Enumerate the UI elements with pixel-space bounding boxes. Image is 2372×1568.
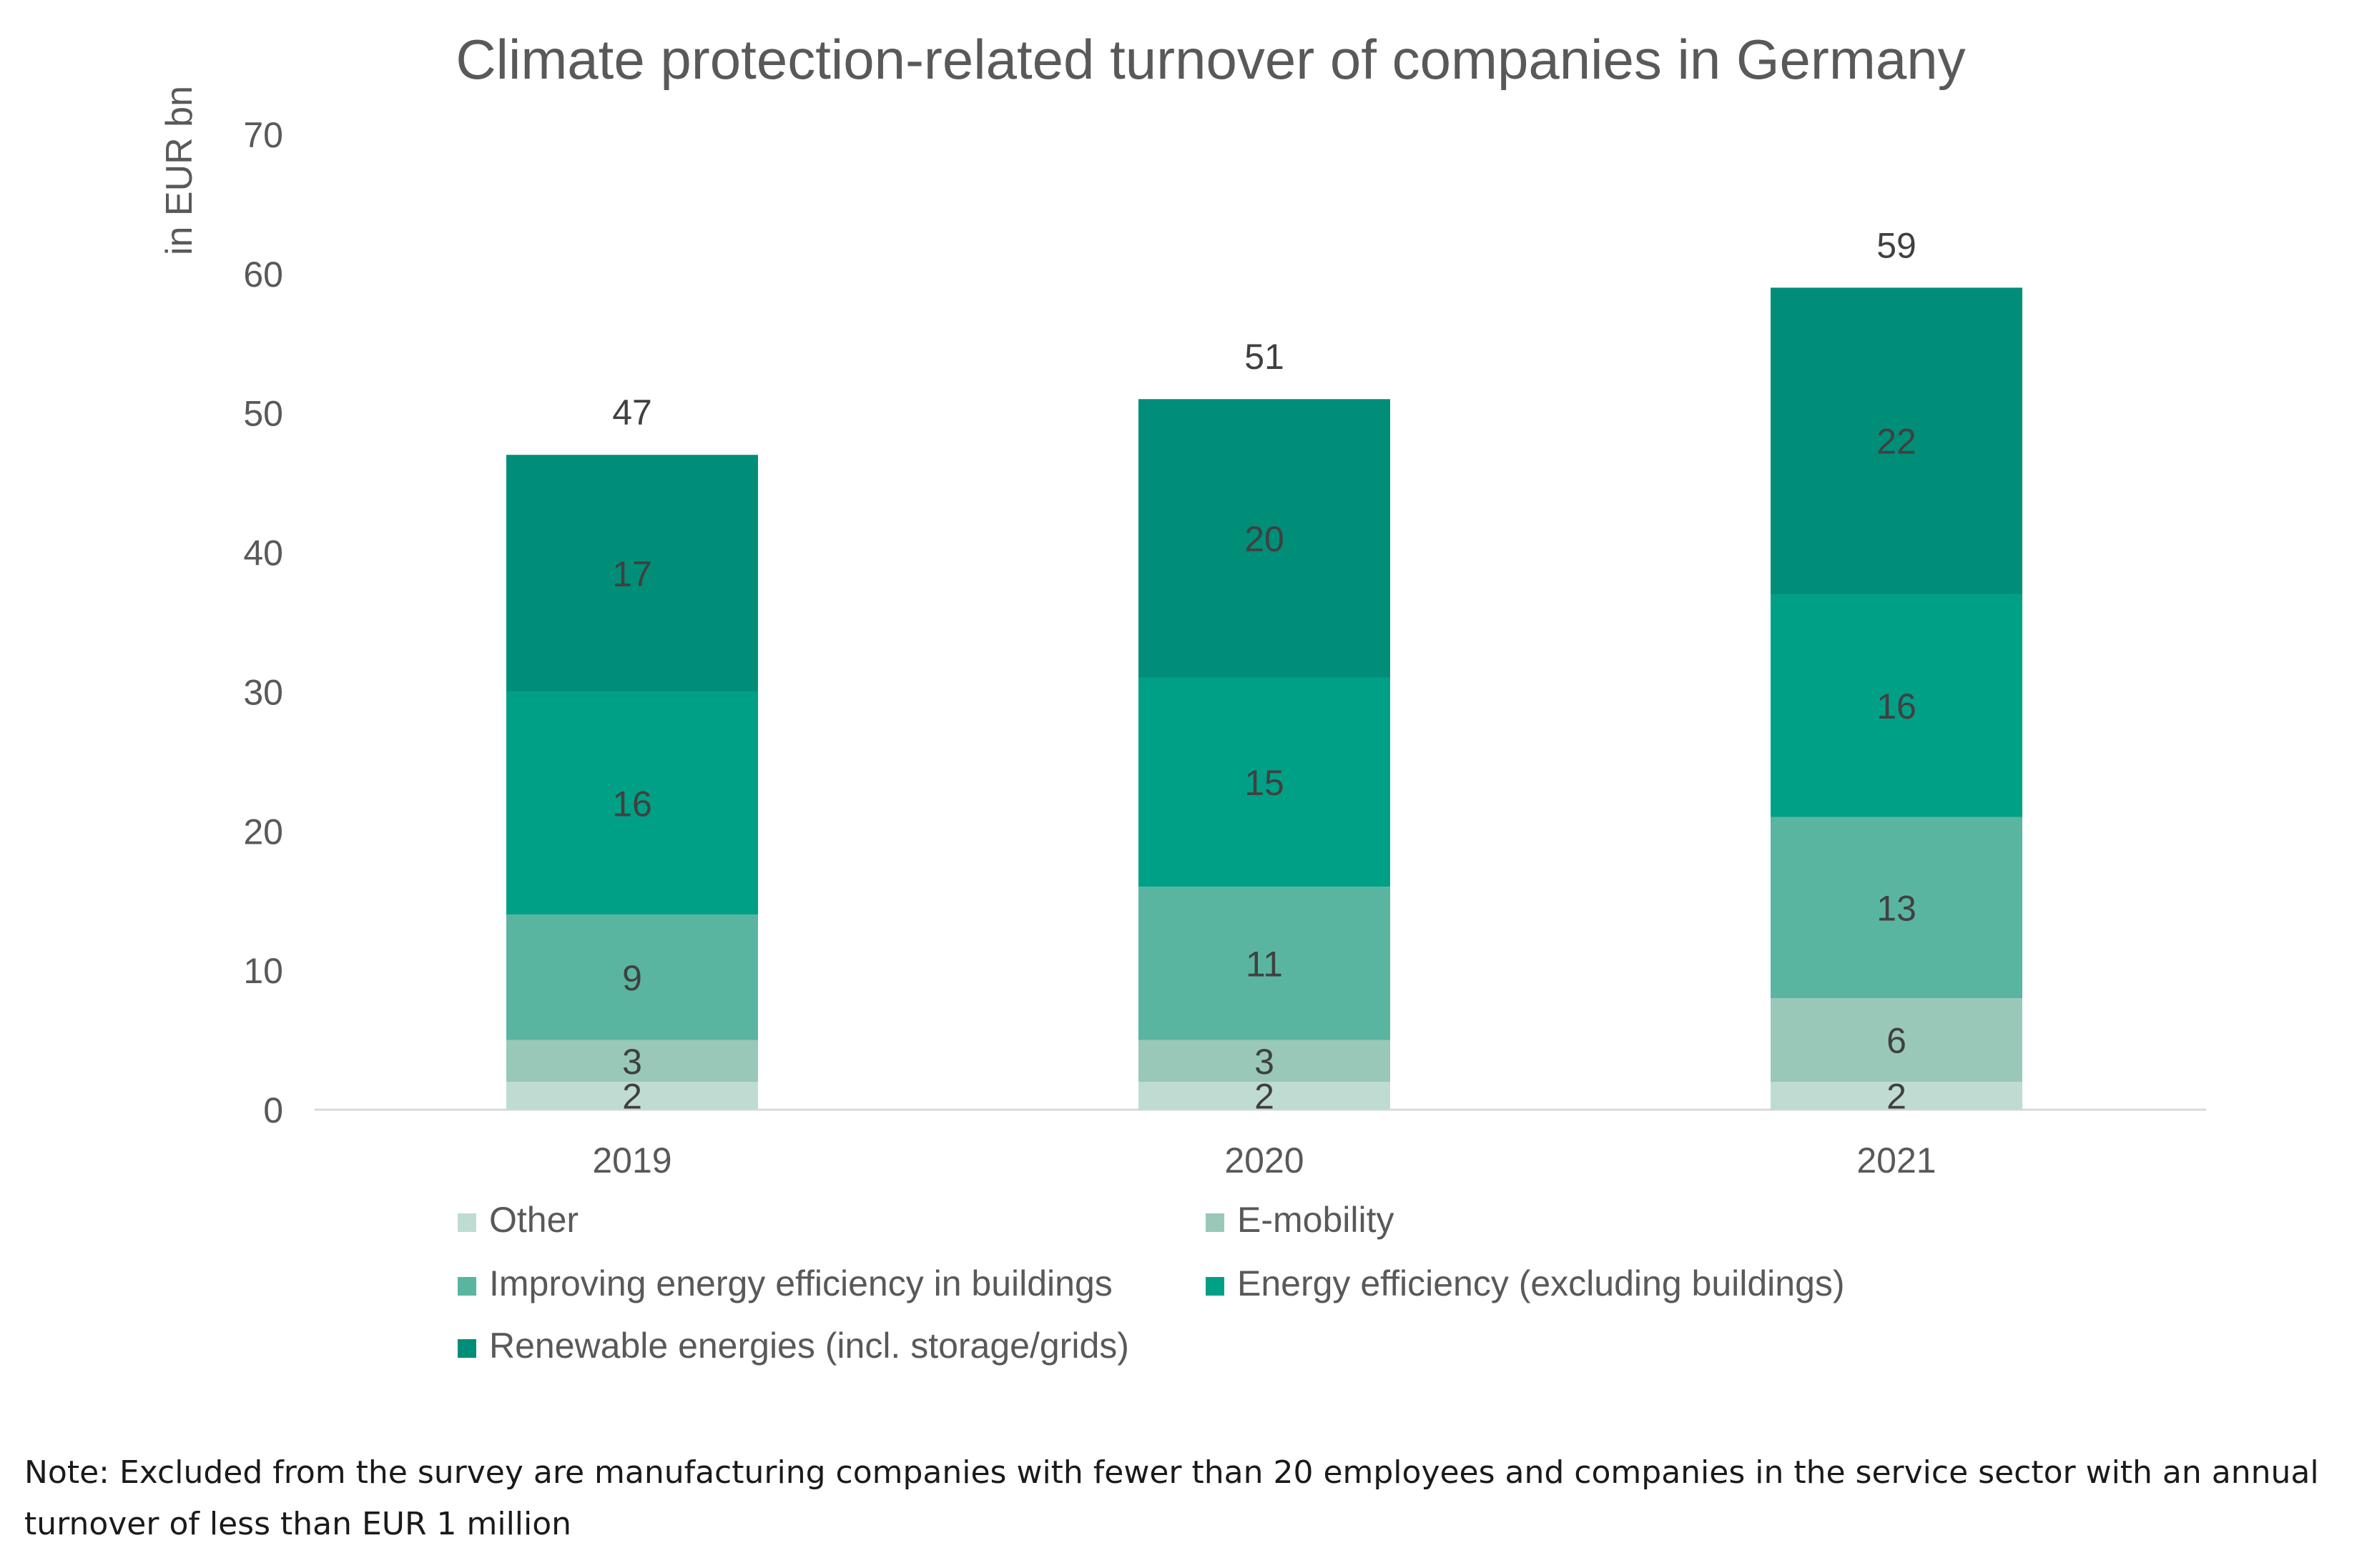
- legend-label: Renewable energies (incl. storage/grids): [489, 1326, 1129, 1366]
- y-axis-label: in EUR bn: [159, 86, 200, 255]
- legend-swatch: [1206, 1213, 1224, 1232]
- y-tick-label: 10: [243, 951, 283, 991]
- bar-segment: [1138, 677, 1390, 887]
- y-tick-label: 30: [243, 672, 283, 712]
- x-axis-ticks: 2019 2020 2021: [592, 1140, 1936, 1180]
- data-label: 2: [1886, 1077, 1906, 1117]
- y-tick-label: 60: [243, 255, 283, 295]
- legend-swatch: [458, 1213, 476, 1232]
- y-tick-label: 20: [243, 812, 283, 852]
- data-label: 16: [1876, 686, 1916, 726]
- total-label: 51: [1244, 337, 1284, 377]
- x-tick-label: 2021: [1856, 1140, 1936, 1180]
- bar-segment: [506, 914, 758, 1040]
- bar-segment: [1771, 594, 2022, 817]
- bar-segment: [1771, 998, 2022, 1083]
- y-tick-label: 50: [243, 394, 283, 434]
- data-label: 13: [1876, 888, 1916, 928]
- bar-segment: [1138, 887, 1390, 1040]
- stacked-bar-chart: Climate protection-related turnover of c…: [159, 28, 2206, 1366]
- bar-segment: [506, 1082, 758, 1110]
- bar-segment: [1771, 817, 2022, 999]
- data-label: 16: [612, 784, 652, 824]
- data-label: 9: [622, 958, 642, 998]
- y-tick-label: 0: [263, 1090, 283, 1130]
- legend: Other E-mobility Improving energy efficien…: [458, 1200, 1845, 1366]
- bar-segment: [1138, 1040, 1390, 1083]
- footnote: Note: Excluded from the survey are manuf…: [24, 1454, 2319, 1542]
- bar-segment: [1138, 1082, 1390, 1110]
- legend-label: Energy efficiency (excluding buildings): [1237, 1263, 1845, 1303]
- legend-label: Improving energy efficiency in buildings: [489, 1263, 1113, 1303]
- legend-label: E-mobility: [1237, 1200, 1394, 1240]
- bar-segment: [506, 691, 758, 915]
- bar-segment: [1771, 287, 2022, 595]
- bar-segment: [506, 1040, 758, 1083]
- data-label: 3: [1254, 1042, 1274, 1082]
- x-tick-label: 2020: [1224, 1140, 1304, 1180]
- chart-title: Climate protection-related turnover of c…: [456, 28, 1965, 91]
- legend-swatch: [458, 1339, 476, 1358]
- y-tick-label: 40: [243, 533, 283, 573]
- legend-swatch: [458, 1277, 476, 1296]
- y-tick-label: 70: [243, 115, 283, 155]
- total-label: 47: [612, 393, 652, 433]
- bar-segment: [1771, 1082, 2022, 1110]
- legend-label: Other: [489, 1200, 579, 1240]
- data-label: 11: [1246, 944, 1283, 984]
- data-label: 2: [1254, 1077, 1274, 1117]
- y-axis-ticks: 0 10 20 30 40 50 60 70: [243, 115, 283, 1130]
- data-label: 22: [1876, 422, 1916, 462]
- bar-segment: [506, 455, 758, 692]
- data-label: 15: [1244, 763, 1284, 803]
- bar-segment: [1138, 399, 1390, 678]
- data-label: 17: [612, 554, 652, 594]
- total-label: 59: [1876, 225, 1916, 265]
- x-tick-label: 2019: [592, 1140, 671, 1180]
- data-label: 3: [622, 1042, 642, 1082]
- data-label: 2: [622, 1077, 642, 1117]
- data-label: 6: [1886, 1021, 1906, 1061]
- data-label: 20: [1244, 519, 1284, 559]
- legend-swatch: [1206, 1277, 1224, 1296]
